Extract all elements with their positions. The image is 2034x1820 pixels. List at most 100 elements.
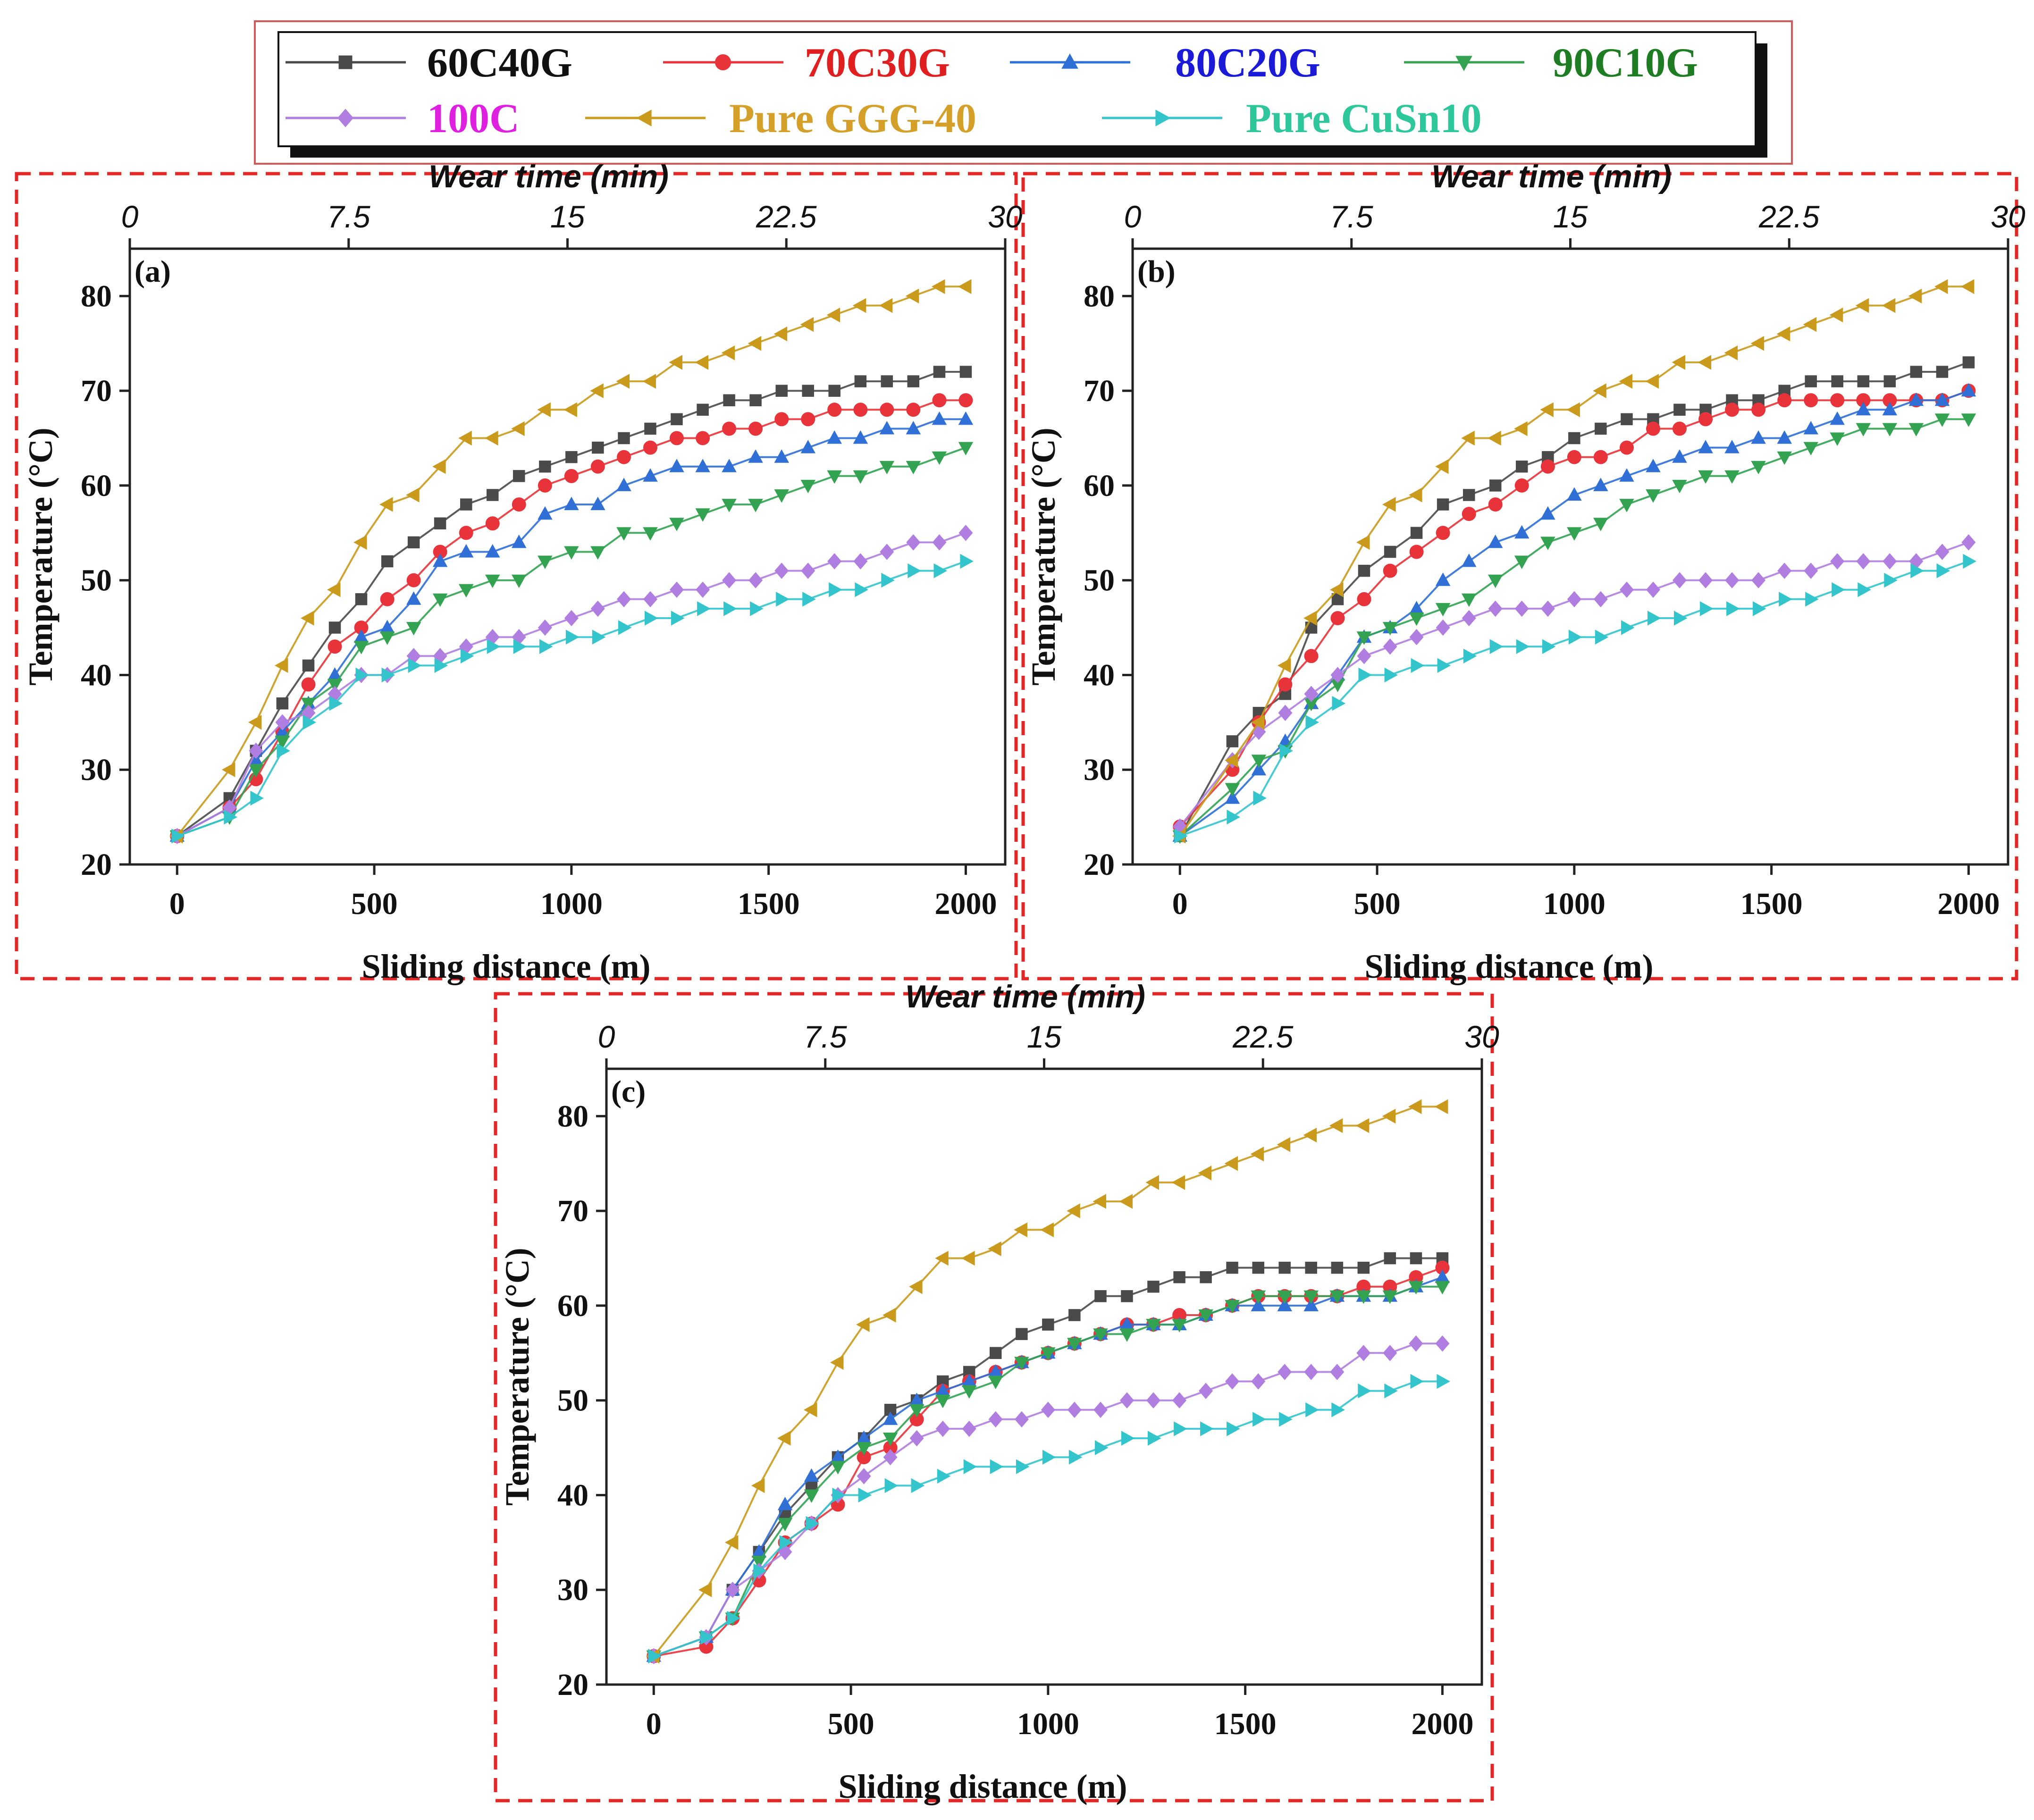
data-point (961, 1250, 975, 1266)
data-point (1093, 1328, 1108, 1342)
data-point (1278, 1364, 1292, 1380)
data-point (723, 394, 735, 406)
data-point (1593, 478, 1608, 491)
data-point (1960, 279, 1975, 294)
data-point (909, 1392, 925, 1406)
data-point (1462, 507, 1476, 521)
data-point (1410, 527, 1423, 539)
data-point (460, 498, 472, 511)
data-point (1173, 1271, 1185, 1283)
data-point (1515, 461, 1528, 473)
data-point (1619, 499, 1634, 512)
data-point (1224, 753, 1238, 768)
data-point (962, 1374, 977, 1387)
data-point (909, 1404, 925, 1418)
data-point (1119, 1328, 1135, 1342)
data-point (1409, 612, 1424, 626)
data-point (1777, 393, 1792, 408)
data-point (1356, 1279, 1371, 1294)
data-point (1567, 450, 1581, 464)
data-point (1042, 1450, 1056, 1465)
y-tick-label: 80 (557, 1099, 588, 1133)
data-point (1516, 639, 1530, 654)
legend-marker-s80 (1061, 53, 1078, 69)
data-point (858, 1487, 872, 1503)
data-point (1329, 1290, 1345, 1304)
data-point (1540, 537, 1555, 550)
data-point (933, 563, 947, 579)
data-point (774, 562, 789, 579)
data-point (275, 724, 290, 738)
panel-dashed-frame (1021, 172, 2018, 981)
data-point (1278, 705, 1293, 721)
data-point (1120, 1392, 1134, 1409)
data-point (1119, 1194, 1133, 1209)
data-point (907, 375, 920, 387)
y-tick-label: 70 (557, 1194, 588, 1228)
data-point (1566, 402, 1580, 418)
data-point (697, 601, 711, 616)
data-point (301, 697, 316, 712)
data-point (380, 592, 395, 606)
data-point (883, 1308, 896, 1323)
data-point (1620, 581, 1634, 598)
data-point (1488, 574, 1503, 588)
data-point (1540, 402, 1554, 418)
data-point (1409, 545, 1424, 559)
data-point (697, 403, 709, 416)
y-tick-label: 80 (1084, 279, 1115, 313)
data-point (1121, 1431, 1135, 1446)
data-point (963, 1459, 977, 1474)
data-point (883, 1433, 898, 1446)
data-point (1882, 298, 1896, 313)
data-point (564, 546, 579, 560)
data-point (1357, 592, 1371, 606)
data-point (958, 411, 974, 425)
data-point (1357, 648, 1371, 664)
data-point (406, 573, 421, 587)
data-point (1751, 461, 1766, 475)
data-point (1461, 430, 1475, 446)
data-point (1804, 562, 1818, 579)
panel-dashed-frame (494, 992, 1494, 1803)
data-point (695, 355, 709, 370)
data-point (935, 1383, 950, 1397)
data-point (1277, 1137, 1291, 1152)
top-tick-label: 0 (1124, 199, 1142, 234)
data-point (1540, 600, 1555, 617)
y-tick-label: 60 (1084, 469, 1115, 503)
data-point (1411, 658, 1425, 673)
data-point (1437, 1374, 1450, 1389)
data-point (1435, 459, 1449, 474)
data-point (1382, 1290, 1398, 1304)
data-point (1514, 478, 1529, 493)
data-point (1462, 554, 1477, 567)
data-point (1305, 1261, 1317, 1274)
data-point (648, 1649, 662, 1664)
data-point (1830, 553, 1845, 570)
data-point (1226, 1261, 1238, 1274)
data-point (406, 648, 421, 664)
data-point (511, 421, 525, 436)
data-point (962, 1385, 977, 1399)
data-point (906, 534, 921, 551)
data-point (751, 1556, 767, 1569)
data-point (669, 431, 684, 445)
data-point (1251, 1290, 1266, 1304)
data-point (1672, 421, 1687, 436)
data-point (804, 1489, 819, 1503)
data-point (645, 611, 658, 626)
x-axis-title: Sliding distance (m) (1364, 948, 1653, 985)
data-point (432, 554, 448, 567)
data-point (1805, 375, 1817, 387)
data-point (959, 366, 972, 378)
data-point (275, 736, 290, 749)
y-tick-label: 40 (1084, 658, 1115, 692)
data-point (1068, 1450, 1083, 1465)
data-point (960, 554, 974, 569)
data-point (1384, 1252, 1396, 1265)
data-point (722, 421, 737, 436)
data-point (988, 1375, 1003, 1389)
data-point (1489, 639, 1504, 654)
legend-marker-gg (636, 109, 652, 126)
